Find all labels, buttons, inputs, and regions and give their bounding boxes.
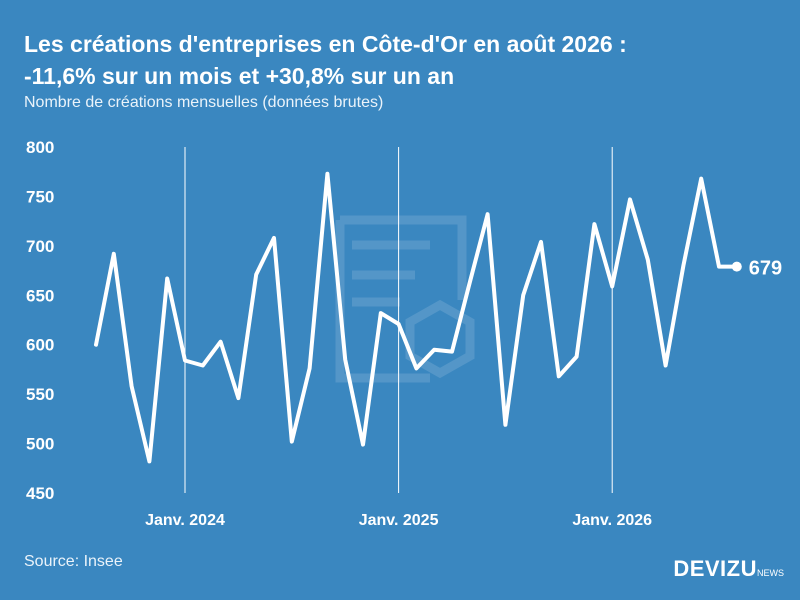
y-tick-label: 750 [26,187,54,206]
x-tick-label: Janv. 2024 [145,512,225,529]
watermark-logo [335,215,475,383]
x-tick-label: Janv. 2025 [359,512,439,529]
y-tick-label: 500 [26,435,54,454]
source-note: Source: Insee [24,553,123,570]
last-value-label: 679 [749,258,782,280]
x-tick-label: Janv. 2026 [572,512,652,529]
brand-logo: DEVIZUNEWS [673,556,784,581]
y-tick-label: 650 [26,286,54,305]
last-point [731,261,742,272]
title-line-1: Les créations d'entreprises en Côte-d'Or… [24,31,627,57]
y-tick-label: 800 [26,138,54,157]
chart-title: Les créations d'entreprises en Côte-d'Or… [24,28,784,92]
title-line-2: -11,6% sur un mois et +30,8% sur un an [24,63,455,89]
chart-subtitle: Nombre de créations mensuelles (données … [24,94,384,111]
y-tick-label: 450 [26,484,54,503]
y-tick-label: 700 [26,237,54,256]
y-tick-label: 550 [26,385,54,404]
y-tick-label: 600 [26,336,54,355]
series-line [94,171,739,464]
